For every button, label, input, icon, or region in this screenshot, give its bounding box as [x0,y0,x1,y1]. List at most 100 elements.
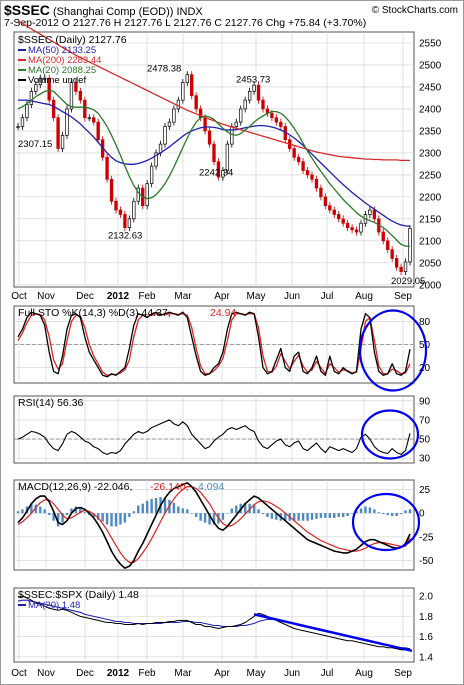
macd-hist-value: 4.094 [198,481,224,493]
ratio-title: $SSEC:$SPX (Daily) 1.48 [18,589,139,601]
macd-histogram-bar [364,506,367,514]
x-axis-label-bottom: Nov [37,668,55,679]
stochastic-highlight-circle [358,309,428,392]
ma50-line [18,99,411,227]
chart-header-title: $SSEC (Shanghai Comp (EOD)) INDX [4,2,203,18]
price-candle-body [51,99,56,119]
price-candle-body [16,126,20,128]
x-axis-label-top: Oct [11,291,27,302]
ohlc-close: C 2127.76 [214,17,263,29]
price-candle-body [185,74,189,83]
macd-histogram-bar [248,503,251,514]
price-candle-body [87,117,91,120]
x-axis-label-bottom: Feb [138,668,156,679]
price-y-tick-label: 2000 [419,280,442,291]
ratio-y-tick-label: 1.4 [419,652,433,663]
macd-histogram-bar [70,508,73,514]
macd-histogram-bar [355,511,358,514]
macd-histogram-bar [190,513,193,514]
x-axis-label-bottom: Jun [284,668,300,679]
x-axis-label-top: Aug [355,291,373,302]
macd-histogram-bar [128,513,131,517]
macd-panel-frame [13,479,415,571]
rsi-title: RSI(14) 56.36 [18,397,84,409]
macd-histogram-bar [39,506,42,514]
price-candle-body [212,143,216,163]
price-candle-body [96,121,100,141]
macd-histogram-bar [101,513,104,522]
macd-title: MACD(12,26,9) -22.046, [18,481,132,493]
macd-histogram-bar [306,513,309,521]
x-axis-label-top: Feb [138,291,156,302]
price-candle-body [20,117,25,127]
macd-histogram-bar [52,513,55,521]
stochastic-y-tick-label: 80 [419,317,431,328]
macd-histogram-bar [163,498,167,514]
price-y-tick-label: 2400 [419,104,442,115]
price-y-tick-label: 2350 [419,126,442,137]
macd-histogram-bar [177,506,180,514]
macd-histogram-bar [21,509,24,514]
ticker-symbol: $SSEC [4,2,50,18]
ohlc-change: Chg +75.84 (+3.70%) [265,17,367,29]
rsi-y-tick-label: 90 [419,396,431,407]
price-candle-body [403,261,408,272]
macd-y-tick-label: 0 [419,509,425,520]
macd-histogram-bar [292,513,296,521]
x-axis-label-bottom: Jul [321,668,334,679]
x-axis-label-bottom: Dec [76,668,94,679]
legend-ma20-text: MA(20) 2088.25 [28,65,96,76]
macd-histogram-bar [252,504,256,514]
price-annotation-label: 2242.34 [199,167,233,178]
macd-y-tick-label: -25 [419,532,434,543]
price-candle-body [132,200,136,220]
price-candle-body [190,74,194,97]
macd-histogram-bar [221,513,225,520]
stochastic-k-line [17,311,411,378]
rsi-y-tick-label: 70 [419,415,431,426]
rsi-y-tick-label: 50 [419,435,431,446]
price-y-tick-label: 2300 [419,148,442,159]
macd-histogram-bar [181,508,185,514]
macd-histogram-bar [346,513,349,516]
price-candle-body [243,99,247,110]
price-candle-body [319,187,323,198]
price-candle-body [154,152,158,167]
macd-histogram-bar [408,509,412,514]
price-candle-body [25,104,29,119]
macd-histogram-bar [333,513,336,518]
x-axis-label-top: Nov [37,291,55,302]
macd-histogram-bar [328,513,332,518]
macd-histogram-bar [382,513,385,515]
macd-histogram-bar [386,513,389,516]
macd-highlight-circle [351,492,421,552]
stochastic-d-line [17,313,411,376]
rsi-panel-frame [13,395,415,464]
macd-histogram-bar [243,502,247,514]
macd-histogram-bar [212,513,216,525]
ohlc-date: 7-Sep-2012 [4,17,59,29]
macd-signal-value: -26.140, [150,481,189,493]
macd-histogram-bar [145,500,149,514]
macd-histogram-bar [373,509,376,514]
price-annotation-label: 2478.38 [147,63,181,74]
x-axis-label-bottom: Aug [355,668,373,679]
price-candle-body [394,258,399,268]
macd-histogram-bar [226,513,229,514]
price-candle-body [167,121,172,127]
macd-histogram-bar [154,498,158,514]
x-axis-label-top: Sep [394,291,412,302]
macd-histogram-bar [119,513,122,525]
price-candle-body [105,156,109,180]
price-candle-body [230,126,234,145]
macd-histogram-bar [341,513,345,517]
macd-histogram-bar [257,509,260,514]
ma20-line [17,89,410,247]
price-candle-body [216,161,221,178]
price-candle-body [328,205,332,211]
x-axis-label-top: May [247,291,266,302]
price-candle-body [247,91,252,101]
macd-histogram-bar [47,513,51,516]
price-candle-body [270,112,274,119]
price-candle-body [34,84,38,92]
